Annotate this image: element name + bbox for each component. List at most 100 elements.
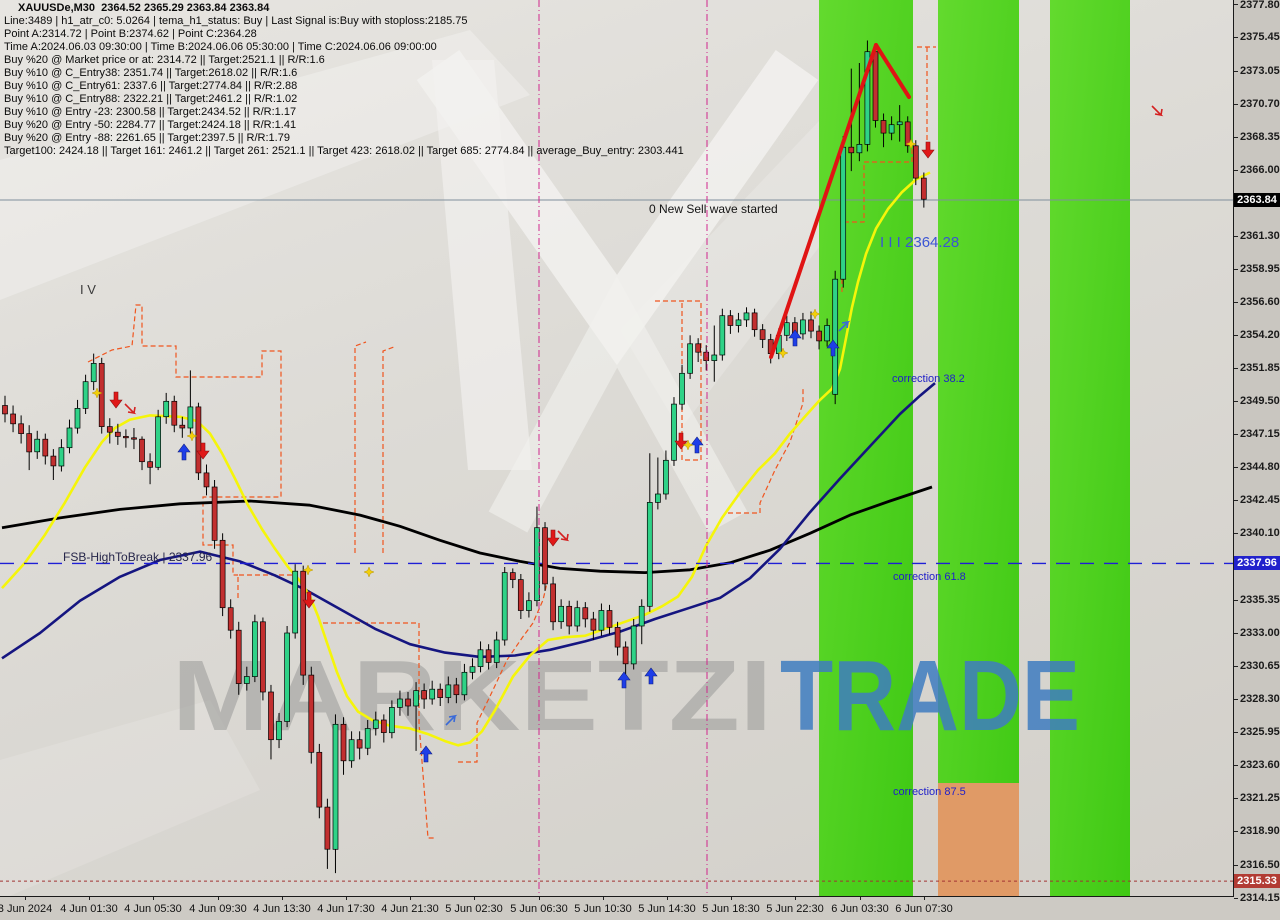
- time-tick: [539, 897, 540, 900]
- highlight-band-green: [938, 0, 1019, 897]
- candle-body: [711, 354, 718, 361]
- candle-body: [630, 625, 637, 665]
- buy-arrow-icon: [788, 329, 802, 347]
- price-tick: [1234, 831, 1238, 832]
- time-axis-label: 5 Jun 22:30: [766, 903, 824, 915]
- info-line: Buy %10 @ C_Entry88: 2322.21 || Target:2…: [4, 93, 298, 105]
- candle-body: [389, 707, 395, 734]
- star-signal-icon: [302, 564, 314, 576]
- candle-body: [461, 671, 468, 696]
- price-tick: [1234, 765, 1238, 766]
- time-tick: [474, 897, 475, 900]
- candle-body: [655, 493, 661, 503]
- price-tick: [1234, 798, 1238, 799]
- info-line: Target100: 2424.18 || Target 161: 2461.2…: [4, 145, 684, 157]
- price-axis-label: 2342.45: [1240, 494, 1280, 506]
- psar-channel-line: [354, 341, 367, 553]
- candle-body: [34, 438, 41, 453]
- candle-body: [66, 427, 73, 449]
- price-tick: [1234, 269, 1238, 270]
- chart-annotation: correction 38.2: [892, 373, 965, 385]
- time-axis-label: 5 Jun 10:30: [574, 903, 632, 915]
- price-axis-label: 2377.80: [1240, 0, 1280, 11]
- price-axis-label: 2344.80: [1240, 461, 1280, 473]
- sell-arrow-icon: [921, 141, 935, 159]
- candle-body: [276, 721, 282, 741]
- info-line: Buy %20 @ Entry -50: 2284.77 || Target:2…: [4, 119, 297, 131]
- candle-body: [671, 403, 677, 461]
- candle-body: [243, 676, 250, 684]
- symbol-ohlc-line: XAUUSDe,M30 2364.52 2365.29 2363.84 2363…: [18, 2, 270, 14]
- candle-body: [622, 646, 629, 665]
- buy-arrow-icon: [826, 339, 840, 357]
- time-tick: [410, 897, 411, 900]
- psar-channel-line: [458, 582, 548, 763]
- candle-body: [10, 413, 16, 425]
- price-tick: [1234, 699, 1238, 700]
- candle-body: [268, 691, 274, 741]
- sell-arrow-icon: [196, 442, 210, 460]
- price-tick: [1234, 533, 1238, 534]
- info-line: Buy %10 @ C_Entry38: 2351.74 || Target:2…: [4, 67, 298, 79]
- info-line: Time A:2024.06.03 09:30:00 | Time B:2024…: [4, 41, 437, 53]
- candle-body: [695, 343, 702, 353]
- ma-fast-yellow: [1, 171, 931, 747]
- sell-arrow-icon: [546, 529, 560, 547]
- buy-arrow-icon: [690, 436, 704, 454]
- time-tick: [924, 897, 925, 900]
- price-tick: [1234, 666, 1238, 667]
- info-line: Buy %20 @ Market price or at: 2314.72 ||…: [4, 54, 325, 66]
- candle-body: [638, 605, 645, 627]
- price-axis-label: 2358.95: [1240, 263, 1280, 275]
- ma-slow-black: [1, 485, 933, 574]
- time-axis-label: 6 Jun 03:30: [831, 903, 889, 915]
- indicator-info-panel: XAUUSDe,M30 2364.52 2365.29 2363.84 2363…: [4, 2, 684, 158]
- price-tick: [1234, 137, 1238, 138]
- candle-body: [453, 684, 460, 696]
- candle-body: [493, 639, 500, 663]
- psar-channel-line: [728, 388, 804, 514]
- price-axis-label: 2321.25: [1240, 792, 1280, 804]
- candle-body: [751, 312, 758, 331]
- candle-body: [397, 698, 403, 708]
- info-line: Line:3489 | h1_atr_c0: 5.0264 | tema_h1_…: [4, 15, 468, 27]
- psar-channel-line: [323, 622, 434, 839]
- price-axis-label: 2328.30: [1240, 693, 1280, 705]
- time-axis-label: 4 Jun 17:30: [317, 903, 375, 915]
- price-tick: [1234, 335, 1238, 336]
- psar-channel-line: [382, 346, 395, 553]
- time-tick: [667, 897, 668, 900]
- candle-body: [227, 607, 234, 631]
- time-axis[interactable]: 3 Jun 2024 4 Jun 01:30 4 Jun 05:30 4 Jun 09…: [0, 896, 1280, 920]
- candle-body: [82, 381, 89, 409]
- price-badge-blue: 2337.96: [1234, 556, 1280, 570]
- candle-body: [106, 426, 113, 433]
- hollow-up-arrow-icon: [838, 320, 851, 332]
- price-tick: [1234, 865, 1238, 866]
- time-axis-label: 5 Jun 06:30: [510, 903, 568, 915]
- candle-body: [405, 698, 411, 707]
- candle-body: [74, 408, 81, 429]
- price-tick: [1234, 898, 1238, 899]
- candle-body: [679, 372, 685, 405]
- candle-body: [912, 145, 919, 179]
- chart-annotation: I V: [80, 282, 96, 297]
- candle-body: [800, 319, 806, 335]
- price-axis[interactable]: 2377.80 2375.45 2373.05 2370.70 2368.35 2366.…: [1233, 0, 1280, 904]
- candle-body: [719, 315, 726, 356]
- candle-body: [687, 343, 693, 374]
- candle-body: [58, 447, 65, 467]
- bg-streak: [0, 700, 260, 897]
- price-axis-label: 2340.10: [1240, 527, 1280, 539]
- brand-logo-watermark: [488, 276, 748, 533]
- candle-body: [606, 610, 613, 628]
- candle-body: [155, 416, 161, 468]
- candle-body: [429, 688, 436, 700]
- time-tick: [860, 897, 861, 900]
- candle-body: [663, 459, 669, 495]
- psar-channel-line: [237, 574, 298, 598]
- candle-body: [759, 329, 766, 340]
- candle-body: [485, 649, 492, 663]
- price-axis-label: 2323.60: [1240, 759, 1280, 771]
